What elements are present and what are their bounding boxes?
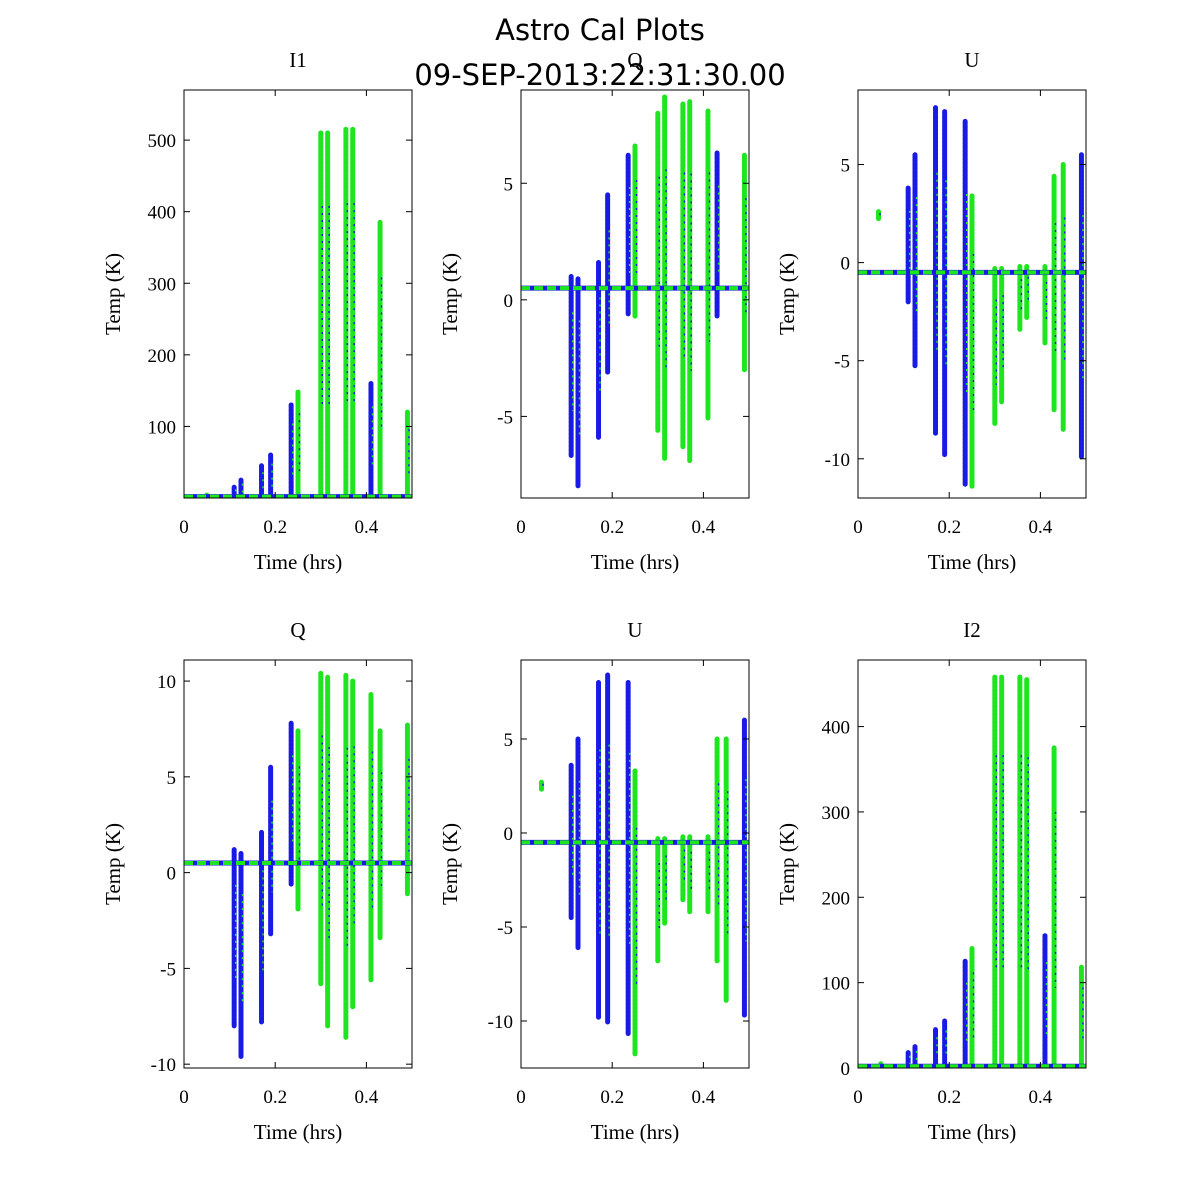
y-tick-label: -5 [497,918,513,939]
y-axis-label: Temp (K) [438,253,462,335]
axes-frame [857,89,1087,499]
plot-area [521,672,749,1058]
x-tick-label: 0.4 [1029,1087,1053,1108]
y-tick-label: 300 [148,274,177,295]
y-axis-label: Temp (K) [101,253,125,335]
y-axis-label: Temp (K) [775,823,799,905]
y-tick-label: 5 [841,156,851,177]
y-tick-label: 0 [167,864,177,885]
y-tick-label: 0 [841,254,851,275]
subplot-title: I1 [289,48,307,72]
x-tick-label: 0.2 [937,517,961,538]
y-tick-label: 0 [504,824,514,845]
subplot-title: U [627,618,642,642]
axes-frame [520,89,750,499]
axes-frame [857,659,1087,1069]
subplot-4: 0 0.2 0.4 -10 -5 0 5 10 Q Time (hrs) Temp (K) [101,618,413,1144]
figure-title-line-2: 09-SEP-2013:22:31:30.00 [414,58,785,92]
x-axis-label: Time (hrs) [928,1120,1016,1144]
subplot-1: 0 0.2 0.4 100 200 300 400 500 I1 Time (hrs) Temp (… [101,48,413,574]
y-tick-label: -5 [160,959,176,980]
y-tick-label: 400 [148,203,177,224]
x-axis-label: Time (hrs) [254,550,342,574]
x-axis-label: Time (hrs) [928,550,1016,574]
y-axis-label: Temp (K) [775,253,799,335]
x-axis-label: Time (hrs) [591,550,679,574]
plot-area [858,674,1086,1068]
x-axis-label: Time (hrs) [591,1120,679,1144]
x-tick-label: 0 [516,517,526,538]
plot-area [858,105,1086,489]
subplot-title: I2 [963,618,981,642]
plot-area [521,94,749,489]
y-tick-label: 200 [822,888,851,909]
subplot-title: U [964,48,979,72]
y-tick-label: 100 [822,974,851,995]
plot-area [184,126,412,498]
x-tick-label: 0 [179,1087,189,1108]
y-tick-label: 500 [148,131,177,152]
y-tick-label: 5 [504,730,514,751]
axes-frame [520,659,750,1069]
subplot-5: 0 0.2 0.4 -10 -5 0 5 U Time (hrs) Temp (K) [438,618,750,1144]
figure-title-line-1: Astro Cal Plots [495,13,705,47]
y-tick-label: -10 [825,450,850,471]
subplot-6: 0 0.2 0.4 0 100 200 300 400 I2 Time (hrs) Temp (K) [775,618,1087,1144]
y-tick-label: 400 [822,718,851,739]
x-tick-label: 0.2 [263,517,287,538]
x-tick-label: 0.2 [263,1087,287,1108]
x-tick-label: 0.2 [600,1087,624,1108]
subplot-2: 0 0.2 0.4 -5 0 5 Q Time (hrs) Temp (K) [438,48,750,574]
y-tick-label: 0 [504,291,514,312]
y-tick-label: 100 [148,417,177,438]
plot-area [184,670,412,1060]
y-tick-label: 10 [157,672,176,693]
y-tick-label: -5 [834,352,850,373]
x-tick-label: 0 [516,1087,526,1108]
y-tick-label: -10 [488,1012,513,1033]
y-axis-label: Temp (K) [101,823,125,905]
axes-frame [183,659,413,1069]
x-tick-label: 0 [853,517,863,538]
x-tick-label: 0.4 [1029,517,1053,538]
y-tick-label: 5 [504,174,514,195]
y-tick-label: -10 [151,1055,176,1076]
x-tick-label: 0 [179,517,189,538]
y-tick-label: -5 [497,407,513,428]
x-tick-label: 0.4 [355,517,379,538]
x-axis-label: Time (hrs) [254,1120,342,1144]
x-tick-label: 0.4 [355,1087,379,1108]
subplot-3: 0 0.2 0.4 -10 -5 0 5 U Time (hrs) Temp (K) [775,48,1087,574]
x-tick-label: 0.2 [600,517,624,538]
y-tick-label: 300 [822,803,851,824]
y-tick-label: 0 [841,1059,851,1080]
axes-frame [183,89,413,499]
y-tick-label: 200 [148,346,177,367]
x-tick-label: 0.4 [692,517,716,538]
x-tick-label: 0.4 [692,1087,716,1108]
subplot-title: Q [290,618,305,642]
x-tick-label: 0 [853,1087,863,1108]
x-tick-label: 0.2 [937,1087,961,1108]
subplot-title: Q [627,48,642,72]
y-axis-label: Temp (K) [438,823,462,905]
y-tick-label: 5 [167,768,177,789]
